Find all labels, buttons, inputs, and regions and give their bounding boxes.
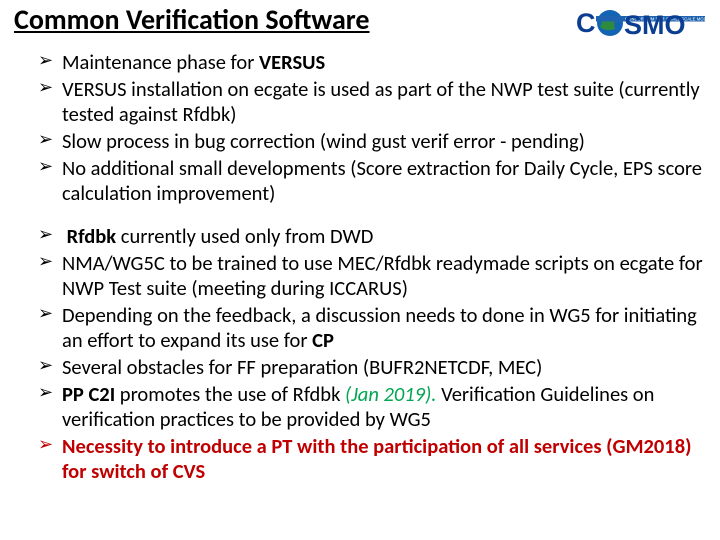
page-title: Common Verification Software bbox=[14, 4, 370, 36]
cosmo-logo: C CONSORTIUM FOR SMALL SCALE MODELING SM… bbox=[576, 6, 706, 42]
slide-header: Common Verification Software C CONSORTIU… bbox=[0, 0, 720, 42]
list-item: PP C2I promotes the use of Rfdbk (Jan 20… bbox=[38, 382, 706, 432]
list-item: Maintenance phase for VERSUS bbox=[38, 50, 706, 75]
bullet-group-1: Maintenance phase for VERSUSVERSUS insta… bbox=[14, 50, 706, 206]
bullet-group-2: Rfdbk currently used only from DWDNMA/WG… bbox=[14, 224, 706, 484]
logo-letter-c: C bbox=[576, 8, 596, 38]
slide-body: Maintenance phase for VERSUSVERSUS insta… bbox=[0, 42, 720, 484]
list-item: Slow process in bug correction (wind gus… bbox=[38, 129, 706, 154]
list-item: Depending on the feedback, a discussion … bbox=[38, 303, 706, 353]
list-item: Several obstacles for FF preparation (BU… bbox=[38, 355, 706, 380]
list-item: Necessity to introduce a PT with the par… bbox=[38, 434, 706, 484]
logo-letters-smo: SMO bbox=[624, 10, 686, 40]
list-item: NMA/WG5C to be trained to use MEC/Rfdbk … bbox=[38, 251, 706, 301]
list-item: Rfdbk currently used only from DWD bbox=[38, 224, 706, 249]
list-item: VERSUS installation on ecgate is used as… bbox=[38, 77, 706, 127]
list-item: No additional small developments (Score … bbox=[38, 156, 706, 206]
